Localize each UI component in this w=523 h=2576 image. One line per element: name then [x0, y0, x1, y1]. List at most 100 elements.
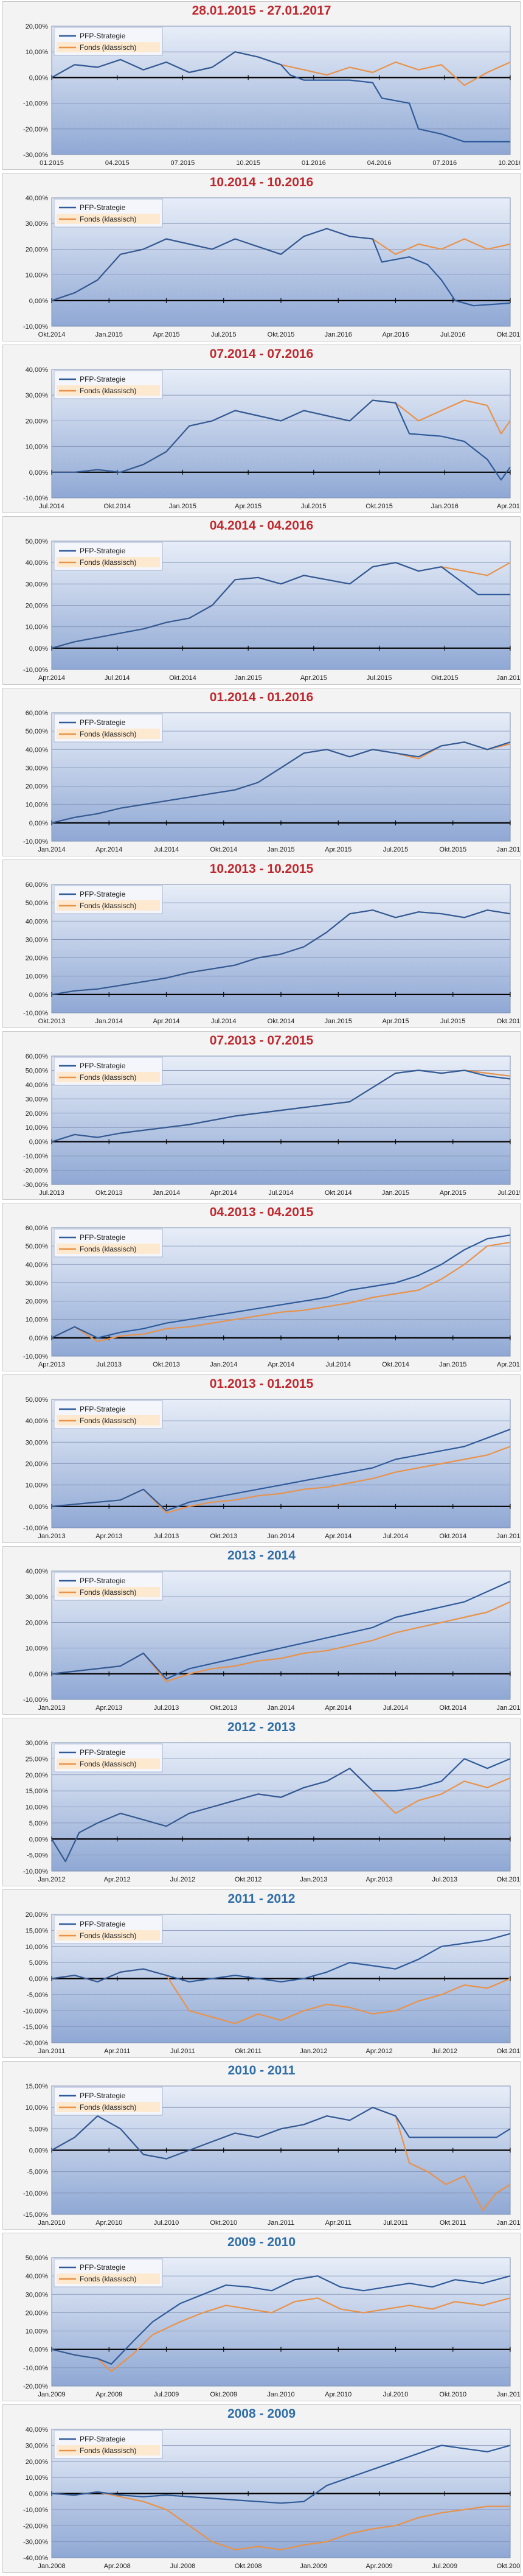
x-tick-label: Jul.2014	[39, 503, 64, 510]
y-tick-label: 10,00%	[26, 2328, 49, 2336]
x-tick-label: Apr.2014	[210, 1189, 237, 1197]
x-tick-label: Apr.2015	[325, 846, 352, 853]
y-tick-label: -10,00%	[23, 1868, 48, 1875]
x-tick-label: Jul.2014	[383, 1704, 409, 1712]
x-tick-label: Okt.2014	[103, 503, 131, 510]
x-tick-label: Jul.2010	[383, 2391, 409, 2398]
y-tick-label: -10,00%	[23, 1525, 48, 1532]
y-tick-label: 10,00%	[26, 1804, 49, 1811]
legend-highlight	[57, 1587, 160, 1597]
chart-title: 28.01.2015 - 27.01.2017	[192, 4, 331, 18]
y-tick-label: 50,00%	[26, 900, 49, 907]
x-tick-label: Okt.2011	[235, 2048, 262, 2055]
y-tick-label: 50,00%	[26, 1067, 49, 1074]
chart-title: 2011 - 2012	[227, 1892, 296, 1906]
chart-title: 01.2014 - 01.2016	[209, 690, 314, 704]
x-tick-label: Jan.2013	[300, 1876, 327, 1883]
y-tick-label: 0,00%	[29, 992, 48, 999]
y-tick-label: 15,00%	[26, 1927, 49, 1934]
x-tick-label: Jan.2013	[38, 1704, 65, 1712]
x-tick-label: Jan.2015	[95, 331, 123, 338]
chart-panel: 60,00% 50,00% 40,00% 30,00% 20,00% 10,00% 0,00…	[2, 688, 521, 856]
legend-highlight	[57, 900, 160, 911]
legend-label: Fonds (klassisch)	[80, 215, 136, 223]
y-tick-label: 20,00%	[26, 1110, 49, 1118]
x-tick-label: Okt.2014	[325, 1189, 352, 1197]
x-tick-label: Apr.2012	[366, 2048, 393, 2055]
x-tick-label: Apr.2011	[104, 2048, 130, 2055]
y-tick-label: 30,00%	[26, 1439, 49, 1446]
y-tick-label: -10,00%	[23, 1010, 48, 1017]
y-tick-label: -10,00%	[23, 2007, 48, 2015]
y-tick-label: -15,00%	[23, 2024, 48, 2031]
chart-svg: 30,00% 25,00% 20,00% 15,00% 10,00% 5,00% 0,00%…	[23, 1740, 520, 1883]
y-tick-label: -10,00%	[23, 667, 48, 674]
chart-title: 2012 - 2013	[227, 1720, 296, 1734]
y-tick-label: 40,00%	[26, 2273, 49, 2280]
x-tick-label: Okt.2013	[38, 1018, 66, 1025]
legend-highlight	[57, 1930, 160, 1941]
x-tick-label: Okt.2013	[153, 1361, 180, 1368]
x-tick-label: Apr.2015	[235, 503, 262, 510]
legend-highlight	[57, 557, 160, 567]
series-line	[51, 2297, 511, 2372]
y-tick-label: 30,00%	[26, 1096, 49, 1103]
y-tick-label: 20,00%	[26, 783, 49, 791]
x-tick-label: Apr.2014	[268, 1361, 294, 1368]
legend-label: Fonds (klassisch)	[80, 43, 136, 52]
x-tick-label: Apr.2015	[153, 331, 179, 338]
y-tick-label: 40,00%	[26, 746, 49, 754]
legend-label: PFP-Strategie	[80, 1920, 126, 1928]
x-tick-label: Okt.2015	[431, 674, 459, 682]
legend: PFP-Strategie Fonds (klassisch)	[54, 370, 163, 399]
series-line	[51, 1069, 511, 1143]
y-tick-label: -10,00%	[23, 1153, 48, 1160]
x-tick-label: Okt.2008	[235, 2563, 262, 2570]
y-tick-label: 10,00%	[26, 444, 49, 451]
legend-label: Fonds (klassisch)	[80, 901, 136, 910]
legend-label: Fonds (klassisch)	[80, 1760, 136, 1768]
x-tick-label: Jan.2015	[496, 1533, 520, 1540]
series-line	[52, 399, 511, 481]
x-tick-label: Jul.2012	[170, 1876, 196, 1883]
x-tick-label: Jan.2015	[325, 1018, 352, 1025]
legend-label: PFP-Strategie	[80, 547, 126, 555]
y-tick-label: 20,00%	[26, 246, 49, 253]
chart-title: 2009 - 2010	[227, 2235, 296, 2249]
series-line	[51, 562, 510, 649]
y-tick-label: 10,00%	[26, 2474, 49, 2482]
chart-title: 07.2014 - 07.2016	[209, 347, 314, 361]
x-tick-label: Okt.2015	[439, 846, 466, 853]
legend-label: PFP-Strategie	[80, 1577, 126, 1585]
x-tick-label: Okt.2011	[440, 2219, 466, 2227]
y-tick-label: -10,00%	[23, 323, 48, 331]
chart-svg: 60,00% 50,00% 40,00% 30,00% 20,00% 10,00% 0,00…	[23, 881, 520, 1025]
x-tick-label: 07.2015	[171, 159, 195, 167]
chart-svg: 20,00% 15,00% 10,00% 5,00% 0,00% -5,00% -10,00…	[23, 1911, 520, 2055]
y-tick-label: 50,00%	[26, 1396, 49, 1404]
y-tick-label: -10,00%	[23, 838, 48, 845]
legend: PFP-Strategie Fonds (klassisch)	[54, 27, 163, 56]
series-line	[51, 741, 511, 824]
x-tick-label: Apr.2015	[382, 1018, 409, 1025]
x-tick-label: Apr.2016	[382, 331, 409, 338]
chart-title: 2010 - 2011	[227, 2063, 296, 2077]
legend: PFP-Strategie Fonds (klassisch)	[54, 885, 163, 914]
legend: PFP-Strategie Fonds (klassisch)	[54, 1743, 163, 1773]
x-tick-label: Apr.2014	[153, 1018, 179, 1025]
chart-svg: 60,00% 50,00% 40,00% 30,00% 20,00% 10,00% 0,00…	[23, 710, 520, 853]
y-tick-label: 40,00%	[26, 918, 49, 925]
x-tick-label: Jan.2012	[496, 2219, 520, 2227]
x-tick-label: Jan.2014	[267, 1533, 294, 1540]
chart-panel: 60,00% 50,00% 40,00% 30,00% 20,00% 10,00% 0,00…	[2, 1031, 521, 1200]
x-tick-label: Okt.2014	[268, 1018, 295, 1025]
y-tick-label: 5,00%	[29, 1820, 48, 1827]
y-tick-label: -20,00%	[23, 126, 48, 133]
chart-title: 2008 - 2009	[227, 2407, 296, 2421]
y-tick-label: 10,00%	[26, 624, 49, 631]
series-line	[51, 1758, 511, 1863]
series-line	[51, 1933, 511, 1983]
y-tick-label: -15,00%	[23, 2211, 48, 2219]
y-tick-label: 30,00%	[26, 220, 49, 228]
x-tick-label: Apr.2014	[325, 1533, 352, 1540]
